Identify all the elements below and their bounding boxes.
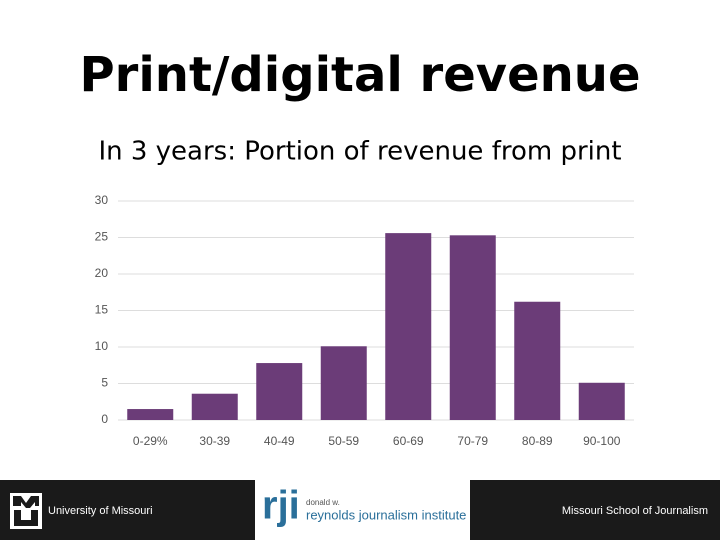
x-tick-label: 0-29% (133, 434, 168, 448)
y-tick-label: 15 (95, 303, 109, 317)
y-tick-label: 20 (95, 266, 109, 280)
x-tick-label: 70-79 (457, 434, 488, 448)
bar (514, 301, 561, 420)
bar (256, 363, 303, 420)
y-tick-label: 25 (95, 230, 109, 244)
x-tick-label: 60-69 (393, 434, 424, 448)
y-tick-label: 10 (95, 339, 109, 353)
x-tick-label: 50-59 (328, 434, 359, 448)
footer-right: Missouri School of Journalism (562, 505, 708, 517)
y-tick-label: 30 (95, 193, 109, 207)
bar (127, 409, 174, 420)
x-tick-label: 80-89 (522, 434, 553, 448)
x-tick-label: 90-100 (583, 434, 621, 448)
plot: 0 5 10 15 20 25 30 0-29% 30-39 40-49 50-59 60-69 70-… (95, 193, 634, 448)
rji-small: donald w. (306, 498, 340, 507)
bar (191, 393, 238, 420)
x-tick-label: 30-39 (199, 434, 230, 448)
chart-subtitle: In 3 years: Portion of revenue from prin… (98, 137, 621, 167)
chart-title: Print/digital revenue (79, 47, 640, 103)
footer-logo-area (255, 480, 470, 540)
footer-left: University of Missouri (48, 505, 153, 517)
rji-text: reynolds journalism institute (306, 507, 466, 522)
mu-logo (10, 493, 42, 529)
y-tick-label: 0 (101, 412, 108, 426)
mu-logo-shape (13, 496, 39, 526)
bar (449, 235, 496, 420)
bar (578, 382, 625, 420)
bar (320, 346, 367, 420)
rji-mark: rji (262, 484, 300, 528)
bar (385, 233, 432, 420)
y-tick-label: 5 (101, 376, 108, 390)
x-tick-label: 40-49 (264, 434, 295, 448)
